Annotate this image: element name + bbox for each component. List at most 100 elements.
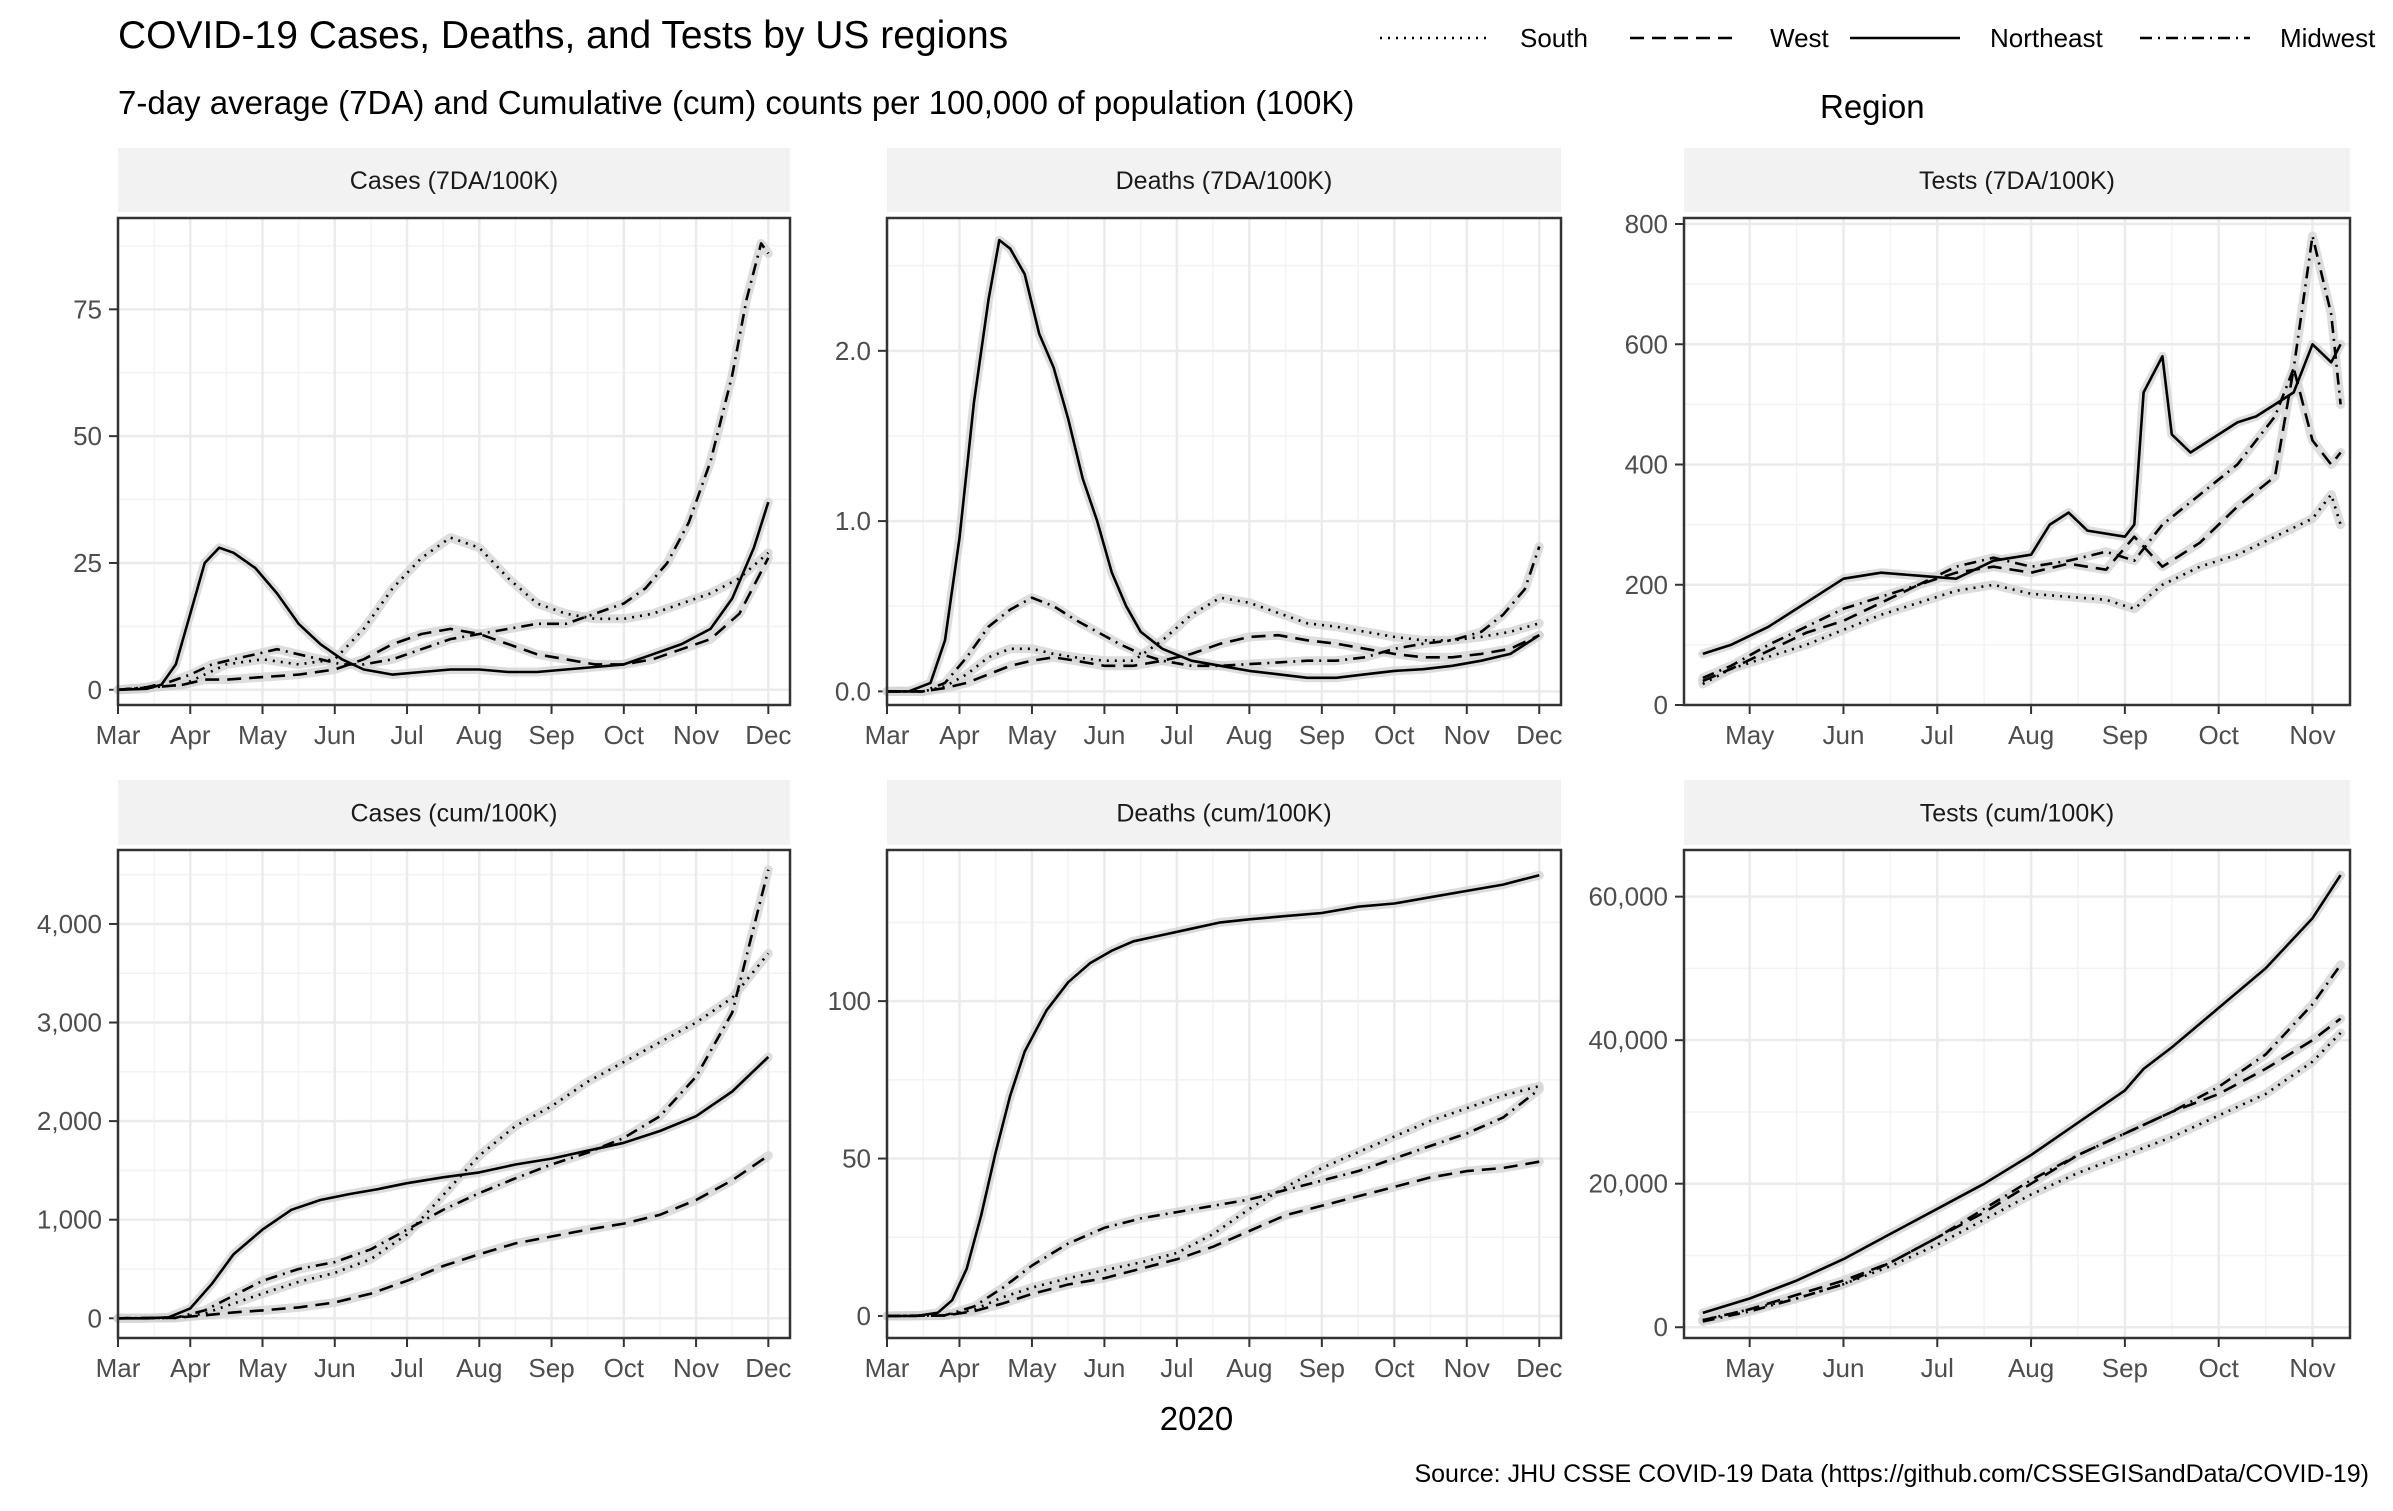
x-tick-label: Sep — [1299, 720, 1345, 750]
series-halo-midwest — [1698, 960, 2346, 1326]
y-tick-label: 1.0 — [835, 506, 871, 536]
series-line-midwest — [1702, 964, 2342, 1323]
x-tick-label: May — [1725, 720, 1774, 750]
series-line-midwest — [887, 546, 1541, 693]
legend-item-midwest: Midwest — [2140, 18, 2375, 58]
legend-key-solid — [1850, 36, 1960, 40]
legend-key-dashed — [1630, 36, 1740, 40]
y-tick-label: 3,000 — [37, 1008, 102, 1038]
panel-deaths-7da-100k: Deaths (7DA/100K) Mar Apr May Jun Jul Aug Sep Oc… — [835, 148, 1562, 750]
series-halo-south — [1698, 490, 2346, 689]
x-tick-label: Sep — [528, 1353, 574, 1383]
series-line-west — [117, 1154, 770, 1320]
y-tick-label: 0 — [1654, 690, 1668, 720]
panel-title: Deaths (cum/100K) — [1116, 800, 1331, 828]
series-line-midwest — [886, 1088, 1541, 1318]
source-note: Source: JHU CSSE COVID-19 Data (https://… — [1414, 1460, 2369, 1488]
x-tick-label: Oct — [1374, 720, 1415, 750]
x-tick-label: Dec — [745, 720, 791, 750]
x-tick-label: Jul — [390, 720, 423, 750]
x-tick-label: Jun — [1083, 1353, 1125, 1383]
legend-key-dotdash — [2140, 36, 2250, 40]
x-tick-label: Sep — [528, 720, 574, 750]
x-tick-label: Apr — [170, 720, 211, 750]
x-tick-label: May — [238, 720, 287, 750]
panel-border — [885, 848, 1563, 1340]
panel-cases-7da-100k: Cases (7DA/100K) Mar Apr May Jun Jul Aug Sep Oct… — [73, 148, 791, 750]
x-tick-label: Apr — [170, 1353, 211, 1383]
y-tick-label: 50 — [842, 1144, 871, 1174]
x-tick-label: Jun — [314, 1353, 356, 1383]
x-tick-label: Apr — [939, 720, 980, 750]
x-tick-label: Dec — [1516, 1353, 1562, 1383]
x-tick-label: Jul — [390, 1353, 423, 1383]
series-line-northeast — [118, 1056, 770, 1320]
y-tick-label: 75 — [73, 294, 102, 324]
series-line-west — [1702, 1017, 2342, 1322]
x-tick-label: May — [1007, 1353, 1056, 1383]
series-line-west — [117, 557, 770, 692]
series-line-south — [886, 1084, 1540, 1318]
x-tick-label: Nov — [673, 1353, 719, 1383]
series-line-west — [886, 1160, 1540, 1318]
panel-strip — [118, 780, 790, 845]
panel-title: Tests (cum/100K) — [1920, 800, 2115, 828]
x-tick-label: Nov — [1444, 1353, 1490, 1383]
x-tick-label: Mar — [96, 1353, 141, 1383]
legend-label-west: West — [1770, 22, 1829, 53]
y-tick-label: 20,000 — [1588, 1169, 1668, 1199]
x-tick-label: Oct — [604, 720, 645, 750]
x-tick-label: Oct — [1374, 1353, 1415, 1383]
x-tick-label: Oct — [2198, 720, 2239, 750]
series-halo-south — [113, 949, 773, 1323]
x-tick-label: Mar — [865, 1353, 910, 1383]
x-tick-label: May — [1725, 1353, 1774, 1383]
x-tick-label: Sep — [1299, 1353, 1345, 1383]
series-line-northeast — [887, 873, 1540, 1318]
x-tick-label: Oct — [604, 1353, 645, 1383]
x-tick-label: May — [238, 1353, 287, 1383]
y-tick-label: 0 — [1654, 1312, 1668, 1342]
chart-subtitle: 7-day average (7DA) and Cumulative (cum)… — [118, 84, 1355, 121]
x-tick-label: Dec — [745, 1353, 791, 1383]
legend-label-midwest: Midwest — [2280, 22, 2376, 53]
legend: South West Northeast Midwest Region — [1380, 18, 2380, 125]
series-line-northeast — [117, 501, 770, 692]
y-tick-label: 400 — [1625, 450, 1668, 480]
series-line-midwest — [117, 242, 770, 692]
panel-border — [116, 848, 792, 1340]
y-tick-label: 200 — [1625, 570, 1668, 600]
chart-title: COVID-19 Cases, Deaths, and Tests by US … — [118, 14, 1009, 57]
series-line-midwest — [117, 869, 770, 1320]
x-tick-label: Jun — [1823, 720, 1865, 750]
panel-strip — [887, 148, 1561, 212]
series-line-west — [887, 633, 1540, 693]
y-tick-label: 0 — [857, 1301, 871, 1331]
legend-title: Region — [1820, 88, 1925, 125]
panel-strip — [1684, 780, 2350, 845]
x-tick-label: Nov — [1444, 720, 1490, 750]
panel-strip — [118, 148, 790, 212]
series-line-midwest — [1702, 234, 2342, 680]
series-halo-northeast — [1698, 870, 2346, 1318]
y-tick-label: 800 — [1625, 209, 1668, 239]
y-tick-label: 1,000 — [37, 1205, 102, 1235]
x-tick-label: Aug — [1226, 1353, 1272, 1383]
y-tick-label: 25 — [73, 548, 102, 578]
series-line-northeast — [887, 238, 1541, 693]
x-tick-label: Nov — [673, 720, 719, 750]
panel-title: Tests (7DA/100K) — [1919, 167, 2115, 195]
series-line-northeast — [1702, 874, 2342, 1315]
legend-label-south: South — [1520, 22, 1588, 53]
y-tick-label: 0 — [88, 1303, 102, 1333]
panel-border — [1682, 216, 2352, 707]
legend-item-south: South — [1380, 18, 1588, 58]
y-tick-label: 50 — [73, 421, 102, 451]
y-tick-label: 2.0 — [835, 336, 871, 366]
x-tick-label: Mar — [865, 720, 910, 750]
x-tick-label: Jun — [1083, 720, 1125, 750]
y-tick-label: 0 — [88, 675, 102, 705]
x-tick-label: Jun — [314, 720, 356, 750]
panel-tests-7da-100k: Tests (7DA/100K) May Jun Jul Aug Sep Oct Nov 0 20… — [1625, 148, 2352, 750]
